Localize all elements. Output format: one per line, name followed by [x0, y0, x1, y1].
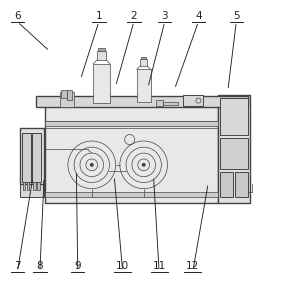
Text: 10: 10 [116, 261, 129, 271]
Text: 2: 2 [131, 11, 137, 21]
Bar [220, 138, 248, 169]
Bar [22, 133, 30, 182]
Bar [45, 120, 218, 125]
Bar [67, 91, 72, 100]
Bar [220, 172, 233, 197]
Bar [36, 96, 248, 107]
Bar [140, 59, 147, 66]
Bar [20, 128, 44, 184]
Bar [235, 172, 248, 197]
Bar [218, 95, 250, 203]
Text: 1: 1 [96, 11, 102, 21]
Text: 4: 4 [195, 11, 202, 21]
Bar [163, 102, 178, 105]
Bar [45, 99, 218, 203]
Text: 5: 5 [233, 11, 240, 21]
Bar [97, 51, 106, 60]
Bar [27, 182, 29, 190]
Text: 11: 11 [152, 261, 166, 271]
Text: 12: 12 [186, 261, 200, 271]
Text: 3: 3 [161, 11, 168, 21]
Bar [183, 95, 203, 106]
Circle shape [90, 163, 94, 167]
Bar [23, 182, 25, 190]
Bar [33, 182, 36, 190]
Bar [141, 56, 146, 59]
Text: 8: 8 [37, 261, 43, 271]
Circle shape [142, 163, 146, 167]
Bar [61, 91, 67, 98]
Text: 7: 7 [14, 261, 21, 271]
Text: 9: 9 [74, 261, 81, 271]
Bar [32, 133, 41, 182]
Text: 6: 6 [14, 11, 21, 21]
Bar [20, 183, 44, 197]
Bar [156, 100, 163, 106]
Bar [37, 182, 40, 190]
Bar [45, 192, 218, 197]
Bar [220, 98, 248, 135]
Bar [137, 69, 151, 102]
Bar [93, 64, 110, 103]
Bar [98, 49, 105, 51]
Bar [59, 92, 74, 107]
